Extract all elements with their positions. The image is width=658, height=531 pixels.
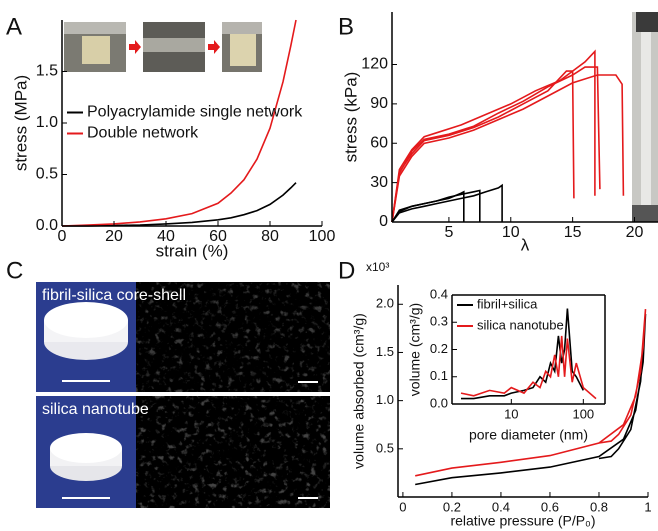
y-tick-label: 0.0 [36, 217, 58, 234]
x-axis-label: strain (%) [156, 241, 229, 260]
x-axis-label: pore diameter (nm) [469, 427, 588, 443]
x-tick-label: 40 [157, 228, 175, 245]
x-tick-label: 100 [309, 228, 336, 245]
axis-multiplier: x10³ [366, 260, 389, 274]
y-axis-label: stress (kPa) [341, 72, 360, 163]
data-line [415, 309, 647, 477]
legend-label: fibril+silica [477, 296, 538, 311]
x-axis-label: relative pressure (P/P₀) [450, 513, 595, 529]
data-line [62, 182, 297, 227]
x-tick-label: 0 [58, 228, 67, 245]
x-tick-label: 1 [644, 499, 651, 514]
y-tick-label: 1.0 [36, 114, 58, 131]
inset-background [452, 295, 605, 404]
panel-letter: C [6, 257, 23, 284]
y-tick-label: 0 [379, 213, 388, 230]
data-line [415, 313, 647, 486]
y-tick-label: 120 [361, 56, 388, 73]
legend-label: Polyacrylamide single network [87, 104, 303, 121]
x-tick-label: 60 [209, 228, 227, 245]
panel-letter: B [338, 13, 354, 40]
y-tick-label: 0.4 [430, 286, 448, 301]
y-tick-label: 1.5 [376, 344, 394, 359]
photo-strip [64, 22, 262, 72]
data-line [461, 308, 585, 400]
x-tick-label: 0.8 [590, 499, 608, 514]
data-line [391, 189, 481, 223]
legend-label: Double network [87, 125, 199, 142]
y-tick-label: 2.0 [376, 296, 394, 311]
y-tick-label: 1.5 [36, 63, 58, 80]
data-line [391, 66, 601, 223]
y-tick-label: 0.5 [36, 166, 58, 183]
data-line [391, 70, 575, 223]
x-tick-label: 0 [399, 499, 406, 514]
x-tick-label: 0.4 [492, 499, 510, 514]
x-tick-label: 10 [502, 224, 520, 241]
legend-label: silica nanotube [477, 317, 564, 332]
y-tick-label: 90 [370, 95, 388, 112]
y-axis-label: volume (cm³/g) [407, 303, 423, 396]
x-tick-label: 100 [572, 406, 594, 421]
x-tick-label: 20 [105, 228, 123, 245]
y-tick-label: 0.2 [430, 341, 448, 356]
x-tick-label: 15 [564, 224, 582, 241]
data-line [391, 183, 503, 223]
y-tick-label: 60 [370, 134, 388, 151]
x-tick-label: 5 [444, 224, 453, 241]
y-tick-label: 0.1 [430, 368, 448, 383]
panel-letter: A [6, 13, 22, 40]
x-tick-label: 20 [626, 224, 644, 241]
image-label: silica nanotube [42, 401, 149, 418]
panel-letter: D [338, 257, 355, 284]
data-line [61, 19, 297, 227]
y-tick-label: 0.0 [430, 395, 448, 410]
data-line [391, 49, 596, 223]
tester-photo [632, 12, 658, 222]
x-tick-label: 10 [504, 406, 518, 421]
sample-images: fibril-silica core-shell silica nanotube [36, 282, 330, 508]
x-tick-label: 0.6 [541, 499, 559, 514]
data-line [391, 74, 625, 223]
y-tick-label: 0.3 [430, 314, 448, 329]
y-tick-label: 0.5 [376, 440, 394, 455]
data-line [460, 335, 597, 400]
y-tick-label: 1.0 [376, 392, 394, 407]
y-tick-label: 30 [370, 174, 388, 191]
image-label: fibril-silica core-shell [42, 287, 186, 304]
x-tick-label: 0.2 [443, 499, 461, 514]
y-axis-label: stress (MPa) [11, 75, 30, 171]
x-axis-label: λ [521, 235, 530, 254]
y-axis-label: volume absorbed (cm³/g) [351, 313, 367, 469]
x-tick-label: 80 [261, 228, 279, 245]
